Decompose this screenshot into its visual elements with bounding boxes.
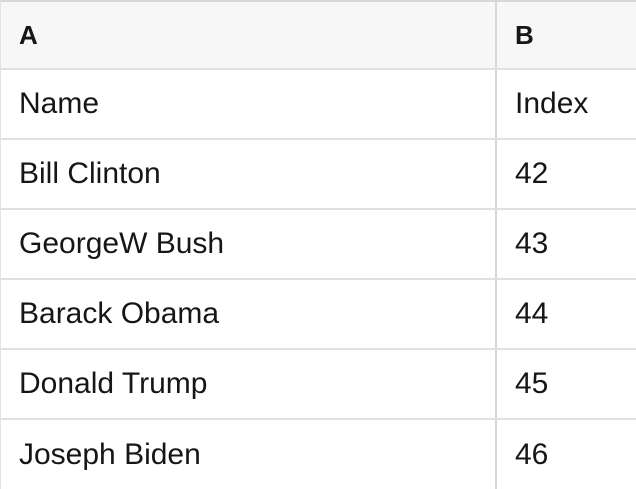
column-header-b-label: B <box>515 19 534 50</box>
cell-name[interactable]: Bill Clinton <box>1 140 497 208</box>
cell-text: 43 <box>515 227 549 260</box>
cell-name[interactable]: Barack Obama <box>1 280 497 348</box>
table-row: Barack Obama 44 <box>1 280 636 350</box>
table-row: Donald Trump 45 <box>1 350 636 420</box>
table-row: Name Index <box>1 70 636 140</box>
cell-index[interactable]: 43 <box>497 210 636 278</box>
cell-text: Donald Trump <box>19 367 208 400</box>
cell-name[interactable]: Joseph Biden <box>1 420 497 489</box>
cell-index[interactable]: 44 <box>497 280 636 348</box>
cell-name-header[interactable]: Name <box>1 70 497 138</box>
cell-index-header[interactable]: Index <box>497 70 636 138</box>
column-header-a[interactable]: A <box>1 2 497 68</box>
column-header-row: A B <box>1 2 636 70</box>
cell-text: 46 <box>515 438 549 471</box>
cell-index[interactable]: 42 <box>497 140 636 208</box>
cell-name[interactable]: Donald Trump <box>1 350 497 418</box>
cell-text: Joseph Biden <box>19 438 201 471</box>
cell-text: GeorgeW Bush <box>19 227 225 260</box>
table-row: Joseph Biden 46 <box>1 420 636 489</box>
cell-index[interactable]: 46 <box>497 420 636 489</box>
cell-text: 45 <box>515 367 549 400</box>
cell-text: Name <box>19 87 100 120</box>
cell-name[interactable]: GeorgeW Bush <box>1 210 497 278</box>
column-header-b[interactable]: B <box>497 2 636 68</box>
cell-text: Index <box>515 87 589 120</box>
cell-index[interactable]: 45 <box>497 350 636 418</box>
cell-text: 42 <box>515 157 549 190</box>
cell-text: 44 <box>515 297 549 330</box>
table-row: Bill Clinton 42 <box>1 140 636 210</box>
column-header-a-label: A <box>19 19 38 50</box>
table-row: GeorgeW Bush 43 <box>1 210 636 280</box>
cell-text: Barack Obama <box>19 297 220 330</box>
cell-text: Bill Clinton <box>19 157 161 190</box>
